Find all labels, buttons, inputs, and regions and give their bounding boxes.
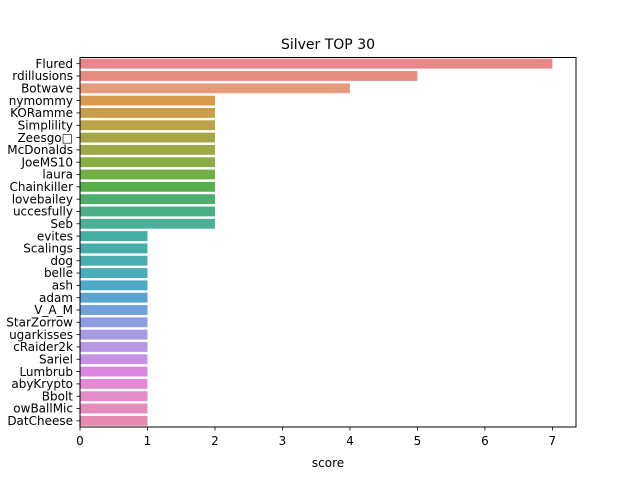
y-tick-label: ash [52,279,73,293]
x-tick-label: 5 [414,434,422,448]
bar-0 [80,58,553,69]
y-tick-label: dog [50,254,73,268]
bar-7 [80,144,215,155]
x-tick-label: 7 [549,434,557,448]
bar-2 [80,83,350,94]
bar-9 [80,169,215,180]
bar-10 [80,181,215,192]
y-tick-label: Scalings [23,242,73,256]
y-tick-label: Zeesgo□ [17,131,73,145]
y-tick-label: ugarkisses [9,328,73,342]
x-tick-label: 6 [481,434,489,448]
y-axis-ticks: FluredrdillusionsBotwavenymommyKORammeSi… [6,57,80,428]
y-tick-label: belle [44,266,73,280]
bar-21 [80,317,148,328]
bar-22 [80,329,148,340]
chart-title: Silver TOP 30 [281,37,375,53]
x-tick-label: 3 [279,434,287,448]
y-tick-label: KORamme [10,106,73,120]
y-tick-label: StarZorrow [6,316,73,330]
bar-17 [80,268,148,278]
y-tick-label: Chainkiller [9,180,73,194]
y-tick-label: Flured [35,57,73,71]
bar-19 [80,292,148,303]
bar-11 [80,194,215,205]
bar-23 [80,342,148,352]
x-axis-label: score [312,456,344,470]
bar-16 [80,255,148,266]
bar-24 [80,354,148,365]
y-tick-label: V_A_M [34,303,73,317]
y-tick-label: owBallMic [13,402,73,416]
y-tick-label: JoeMS10 [20,155,73,169]
y-tick-label: nymommy [9,94,73,108]
bar-15 [80,243,148,254]
bar-6 [80,132,215,143]
y-tick-label: rdillusions [12,69,73,83]
bar-1 [80,71,418,81]
y-tick-label: McDonalds [7,143,73,157]
bar-27 [80,391,148,402]
y-tick-label: Lumbrub [19,365,73,379]
y-tick-label: uccesfully [13,205,73,219]
bars-group [80,58,553,426]
y-tick-label: lovebailey [12,192,73,206]
y-tick-label: Sariel [39,352,73,366]
x-tick-label: 2 [211,434,219,448]
bar-8 [80,157,215,168]
y-tick-label: Simplility [18,118,73,132]
x-tick-label: 4 [346,434,354,448]
x-tick-label: 0 [76,434,84,448]
bar-28 [80,403,148,414]
y-tick-label: Bbolt [42,389,74,403]
y-tick-label: adam [39,291,73,305]
y-tick-label: cRaider2k [13,340,73,354]
y-tick-label: DatCheese [7,414,73,428]
bar-4 [80,107,215,118]
y-tick-label: abyKrypto [11,377,73,391]
bar-3 [80,95,215,106]
bar-26 [80,378,148,389]
bar-12 [80,206,215,217]
plot-frame [79,57,577,428]
bar-29 [80,415,148,426]
bar-5 [80,120,215,131]
x-tick-label: 1 [144,434,152,448]
bar-25 [80,366,148,377]
bar-18 [80,280,148,291]
y-tick-label: Botwave [21,81,73,95]
bar-13 [80,218,215,229]
bar-14 [80,231,148,242]
y-tick-label: Seb [50,217,73,231]
y-tick-label: laura [42,168,73,182]
bar-20 [80,305,148,315]
y-tick-label: evites [37,229,73,243]
x-axis-ticks: 0 1 2 3 4 5 6 7 [76,427,556,448]
